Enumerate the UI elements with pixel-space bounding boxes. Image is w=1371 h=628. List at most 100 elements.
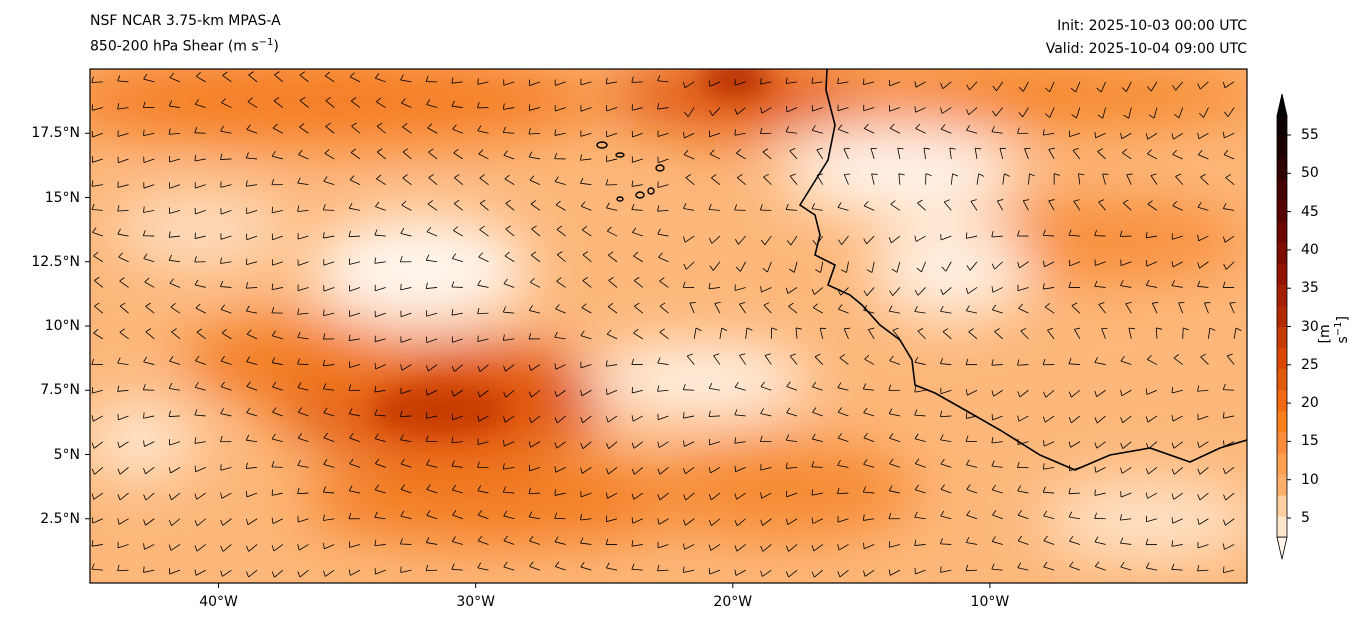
- wind-barb: [1122, 148, 1132, 160]
- wind-barb: [1223, 131, 1235, 139]
- wind-barb: [349, 310, 361, 317]
- wind-barb: [195, 72, 206, 83]
- wind-barb: [143, 543, 155, 550]
- wind-barb: [914, 106, 926, 113]
- wind-barb: [1043, 535, 1055, 545]
- wind-barb: [580, 561, 592, 571]
- wind-barb: [119, 277, 129, 288]
- wind-barb: [996, 199, 1004, 211]
- wind-barb: [837, 124, 849, 134]
- wind-barb: [195, 355, 206, 365]
- wind-barb: [736, 148, 746, 160]
- wind-barb: [297, 233, 309, 240]
- wind-barb: [657, 357, 669, 365]
- wind-barb: [451, 364, 464, 372]
- wind-barb: [1017, 359, 1029, 366]
- wind-barb: [505, 199, 515, 211]
- colorbar-tick-label: 10: [1301, 471, 1319, 488]
- wind-barb: [245, 462, 258, 469]
- wind-barb: [503, 440, 515, 447]
- wind-barb: [1145, 388, 1158, 395]
- wind-barb: [351, 122, 361, 134]
- wind-barb: [1223, 518, 1235, 526]
- wind-barb: [1172, 149, 1183, 160]
- wind-barb: [220, 464, 232, 471]
- wind-barb: [1120, 259, 1132, 266]
- wind-barb: [709, 107, 721, 116]
- wind-barb: [917, 328, 926, 340]
- wind-barb: [888, 485, 900, 494]
- wind-barb: [709, 130, 721, 138]
- wind-barb: [91, 130, 103, 138]
- wind-barb: [657, 205, 669, 212]
- wind-barb: [965, 287, 978, 295]
- wind-barb: [1222, 81, 1235, 89]
- wind-barb: [323, 259, 335, 266]
- wind-barb: [1122, 199, 1132, 211]
- wind-barb: [297, 177, 309, 186]
- wind-barb: [811, 517, 823, 524]
- wind-barb: [760, 492, 772, 499]
- wind-barb: [349, 458, 361, 468]
- wind-barb: [991, 460, 1003, 468]
- wind-barb: [863, 104, 875, 112]
- wind-barb: [580, 177, 592, 186]
- wind-barb: [556, 277, 566, 288]
- wind-barb: [554, 536, 566, 545]
- wind-barb: [1197, 565, 1209, 572]
- wind-barb: [425, 75, 438, 83]
- wind-barb: [1043, 260, 1055, 268]
- wind-barb: [683, 467, 695, 475]
- wind-barb: [143, 467, 155, 475]
- wind-barb: [1125, 301, 1132, 314]
- lat-tick-label: 15°N: [44, 189, 80, 206]
- wind-barb: [324, 71, 335, 83]
- colorbar-segment: [1277, 136, 1287, 159]
- wind-barb: [350, 148, 361, 160]
- shear-field: [90, 69, 1247, 583]
- wind-barb: [789, 353, 798, 365]
- wind-barb: [1197, 441, 1209, 448]
- wind-barb: [1017, 510, 1029, 520]
- wind-barb: [889, 458, 901, 468]
- wind-barb: [1146, 81, 1158, 92]
- wind-barb: [220, 355, 232, 365]
- wind-barb: [811, 203, 823, 211]
- wind-barb: [939, 410, 952, 418]
- wind-barb: [1101, 327, 1108, 339]
- lon-tick-label: 30°W: [456, 594, 495, 610]
- init-time: Init: 2025-10-03 00:00 UTC: [1057, 18, 1247, 34]
- wind-barb: [220, 280, 232, 288]
- wind-barb: [940, 484, 952, 494]
- wind-barb: [297, 487, 309, 495]
- wind-barb: [837, 407, 849, 417]
- wind-barb: [940, 233, 952, 241]
- wind-barb: [606, 202, 618, 211]
- wind-barb: [1018, 81, 1029, 92]
- wind-barb: [425, 254, 438, 263]
- wind-barb: [425, 435, 438, 443]
- wind-barb: [297, 205, 309, 212]
- wind-barb: [1223, 467, 1235, 475]
- wind-barb: [451, 77, 463, 84]
- wind-barb: [685, 174, 695, 185]
- wind-barb: [168, 382, 181, 391]
- wind-barb: [374, 284, 386, 292]
- wind-barb: [631, 492, 644, 500]
- wind-barb: [580, 537, 592, 545]
- wind-barb: [991, 286, 1003, 293]
- wind-barb: [1120, 537, 1132, 545]
- wind-barb: [91, 517, 104, 524]
- wind-barb: [657, 541, 669, 549]
- wind-barb: [246, 207, 258, 215]
- wind-barb: [812, 303, 823, 314]
- wind-barb: [555, 200, 566, 211]
- wind-barb: [245, 518, 258, 526]
- wind-barb: [1094, 131, 1106, 139]
- wind-barb: [1225, 174, 1235, 185]
- wind-barb: [220, 492, 232, 499]
- wind-barb: [299, 96, 309, 108]
- wind-barb: [811, 489, 823, 496]
- wind-barb: [1048, 199, 1055, 211]
- wind-barb: [889, 287, 901, 296]
